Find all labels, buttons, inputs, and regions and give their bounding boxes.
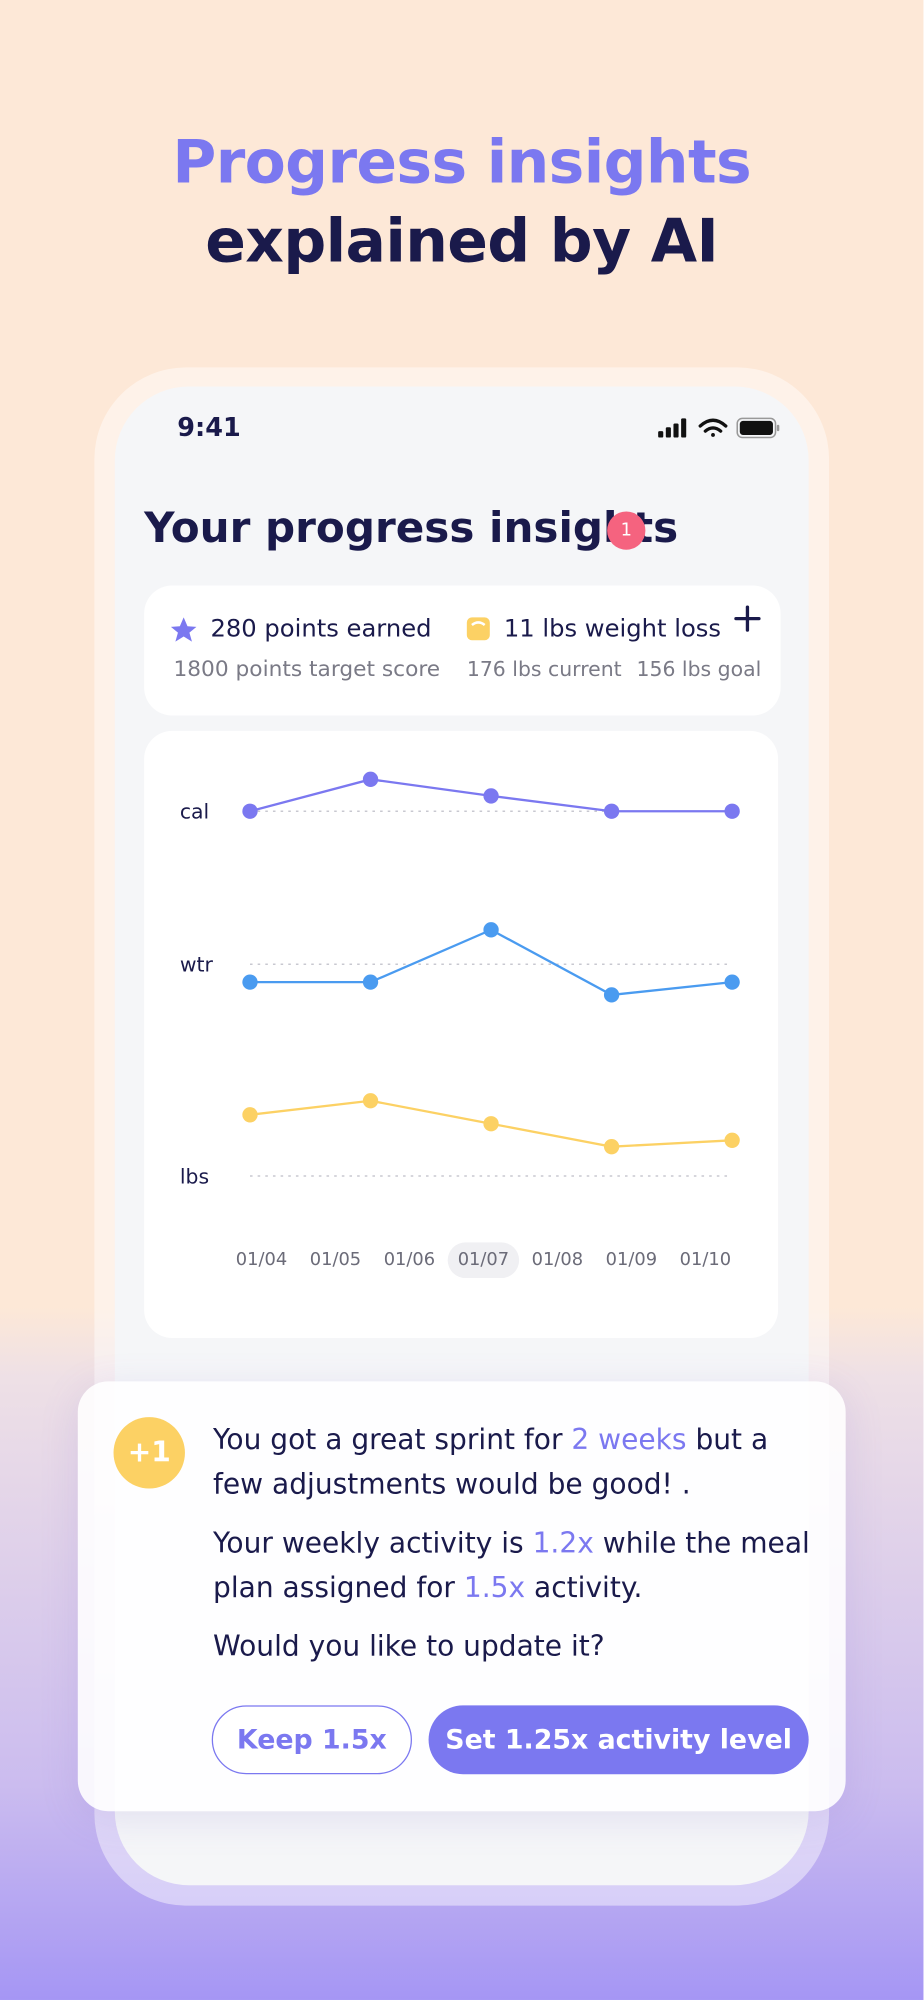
data-point: [603, 1139, 620, 1155]
message-segment: Would you like to update it?: [213, 1631, 605, 1664]
message-paragraph: Your weekly activity is 1.2x while the m…: [213, 1522, 825, 1611]
status-time: 9:41: [177, 411, 241, 443]
data-point: [483, 788, 499, 804]
keep-button[interactable]: Keep 1.5x: [211, 1705, 412, 1775]
message-text: You got a great sprint for 2 weeks but a…: [213, 1418, 825, 1683]
message-segment: while the meal plan assigned for: [213, 1528, 810, 1605]
chart-card: [144, 730, 779, 1338]
data-point: [603, 803, 620, 819]
highlight-text: 1.5x: [463, 1572, 526, 1605]
data-point: [724, 1132, 740, 1148]
series-line: [249, 928, 733, 997]
data-point: [242, 1107, 258, 1123]
headline-accent: Progress insights: [172, 127, 752, 198]
highlight-text: 1.2x: [532, 1528, 594, 1560]
data-point: [362, 771, 379, 787]
wifi-icon: [698, 418, 728, 437]
x-tick-label: 01/09: [606, 1249, 657, 1270]
data-point: [242, 974, 258, 990]
star-icon: [170, 617, 197, 642]
message-badge: +1: [113, 1417, 185, 1489]
signal-icon: [658, 418, 687, 438]
x-tick-label: 01/04: [236, 1249, 287, 1270]
data-point: [724, 974, 740, 990]
series-label: lbs: [180, 1164, 209, 1188]
highlight-text: 2 weeks: [571, 1424, 687, 1457]
series-label: cal: [180, 799, 209, 823]
x-tick-label: 01/07: [458, 1249, 509, 1270]
data-point: [603, 987, 620, 1003]
screen-title: Your progress insights: [144, 502, 679, 553]
data-point: [483, 1116, 499, 1132]
data-point: [362, 1093, 379, 1109]
points-subtitle: 1800 points target score: [173, 656, 441, 683]
scale-icon: [466, 617, 490, 641]
message-segment: Your weekly activity is: [213, 1528, 533, 1560]
add-icon[interactable]: [734, 605, 761, 632]
series-label: wtr: [180, 953, 214, 977]
data-point: [242, 803, 258, 819]
message-paragraph: You got a great sprint for 2 weeks but a…: [213, 1418, 825, 1507]
weight-goal: 156 lbs goal: [636, 656, 762, 682]
x-tick-label: 01/05: [310, 1249, 361, 1270]
x-tick-label: 01/10: [680, 1249, 731, 1270]
headline: explained by AI: [205, 206, 719, 277]
category-highlight: [447, 1242, 520, 1279]
weight-current: 176 lbs current: [466, 656, 622, 682]
x-tick-label: 01/06: [384, 1249, 435, 1270]
points-title: 280 points earned: [210, 614, 432, 643]
set-button[interactable]: Set 1.25x activity level: [428, 1705, 809, 1775]
x-tick-label: 01/08: [532, 1249, 583, 1270]
battery-icon: [736, 417, 780, 439]
notification-badge: 1: [607, 511, 646, 550]
stats-card: [144, 585, 781, 716]
message-segment: You got a great sprint for: [213, 1424, 572, 1457]
data-point: [724, 803, 740, 819]
weight-title: 11 lbs weight loss: [503, 614, 722, 643]
message-segment: activity.: [525, 1572, 643, 1605]
message-segment: but a few adjustments would be good! .: [213, 1424, 769, 1502]
data-point: [362, 974, 379, 990]
data-point: [483, 922, 499, 938]
message-paragraph: Would you like to update it?: [213, 1625, 825, 1670]
